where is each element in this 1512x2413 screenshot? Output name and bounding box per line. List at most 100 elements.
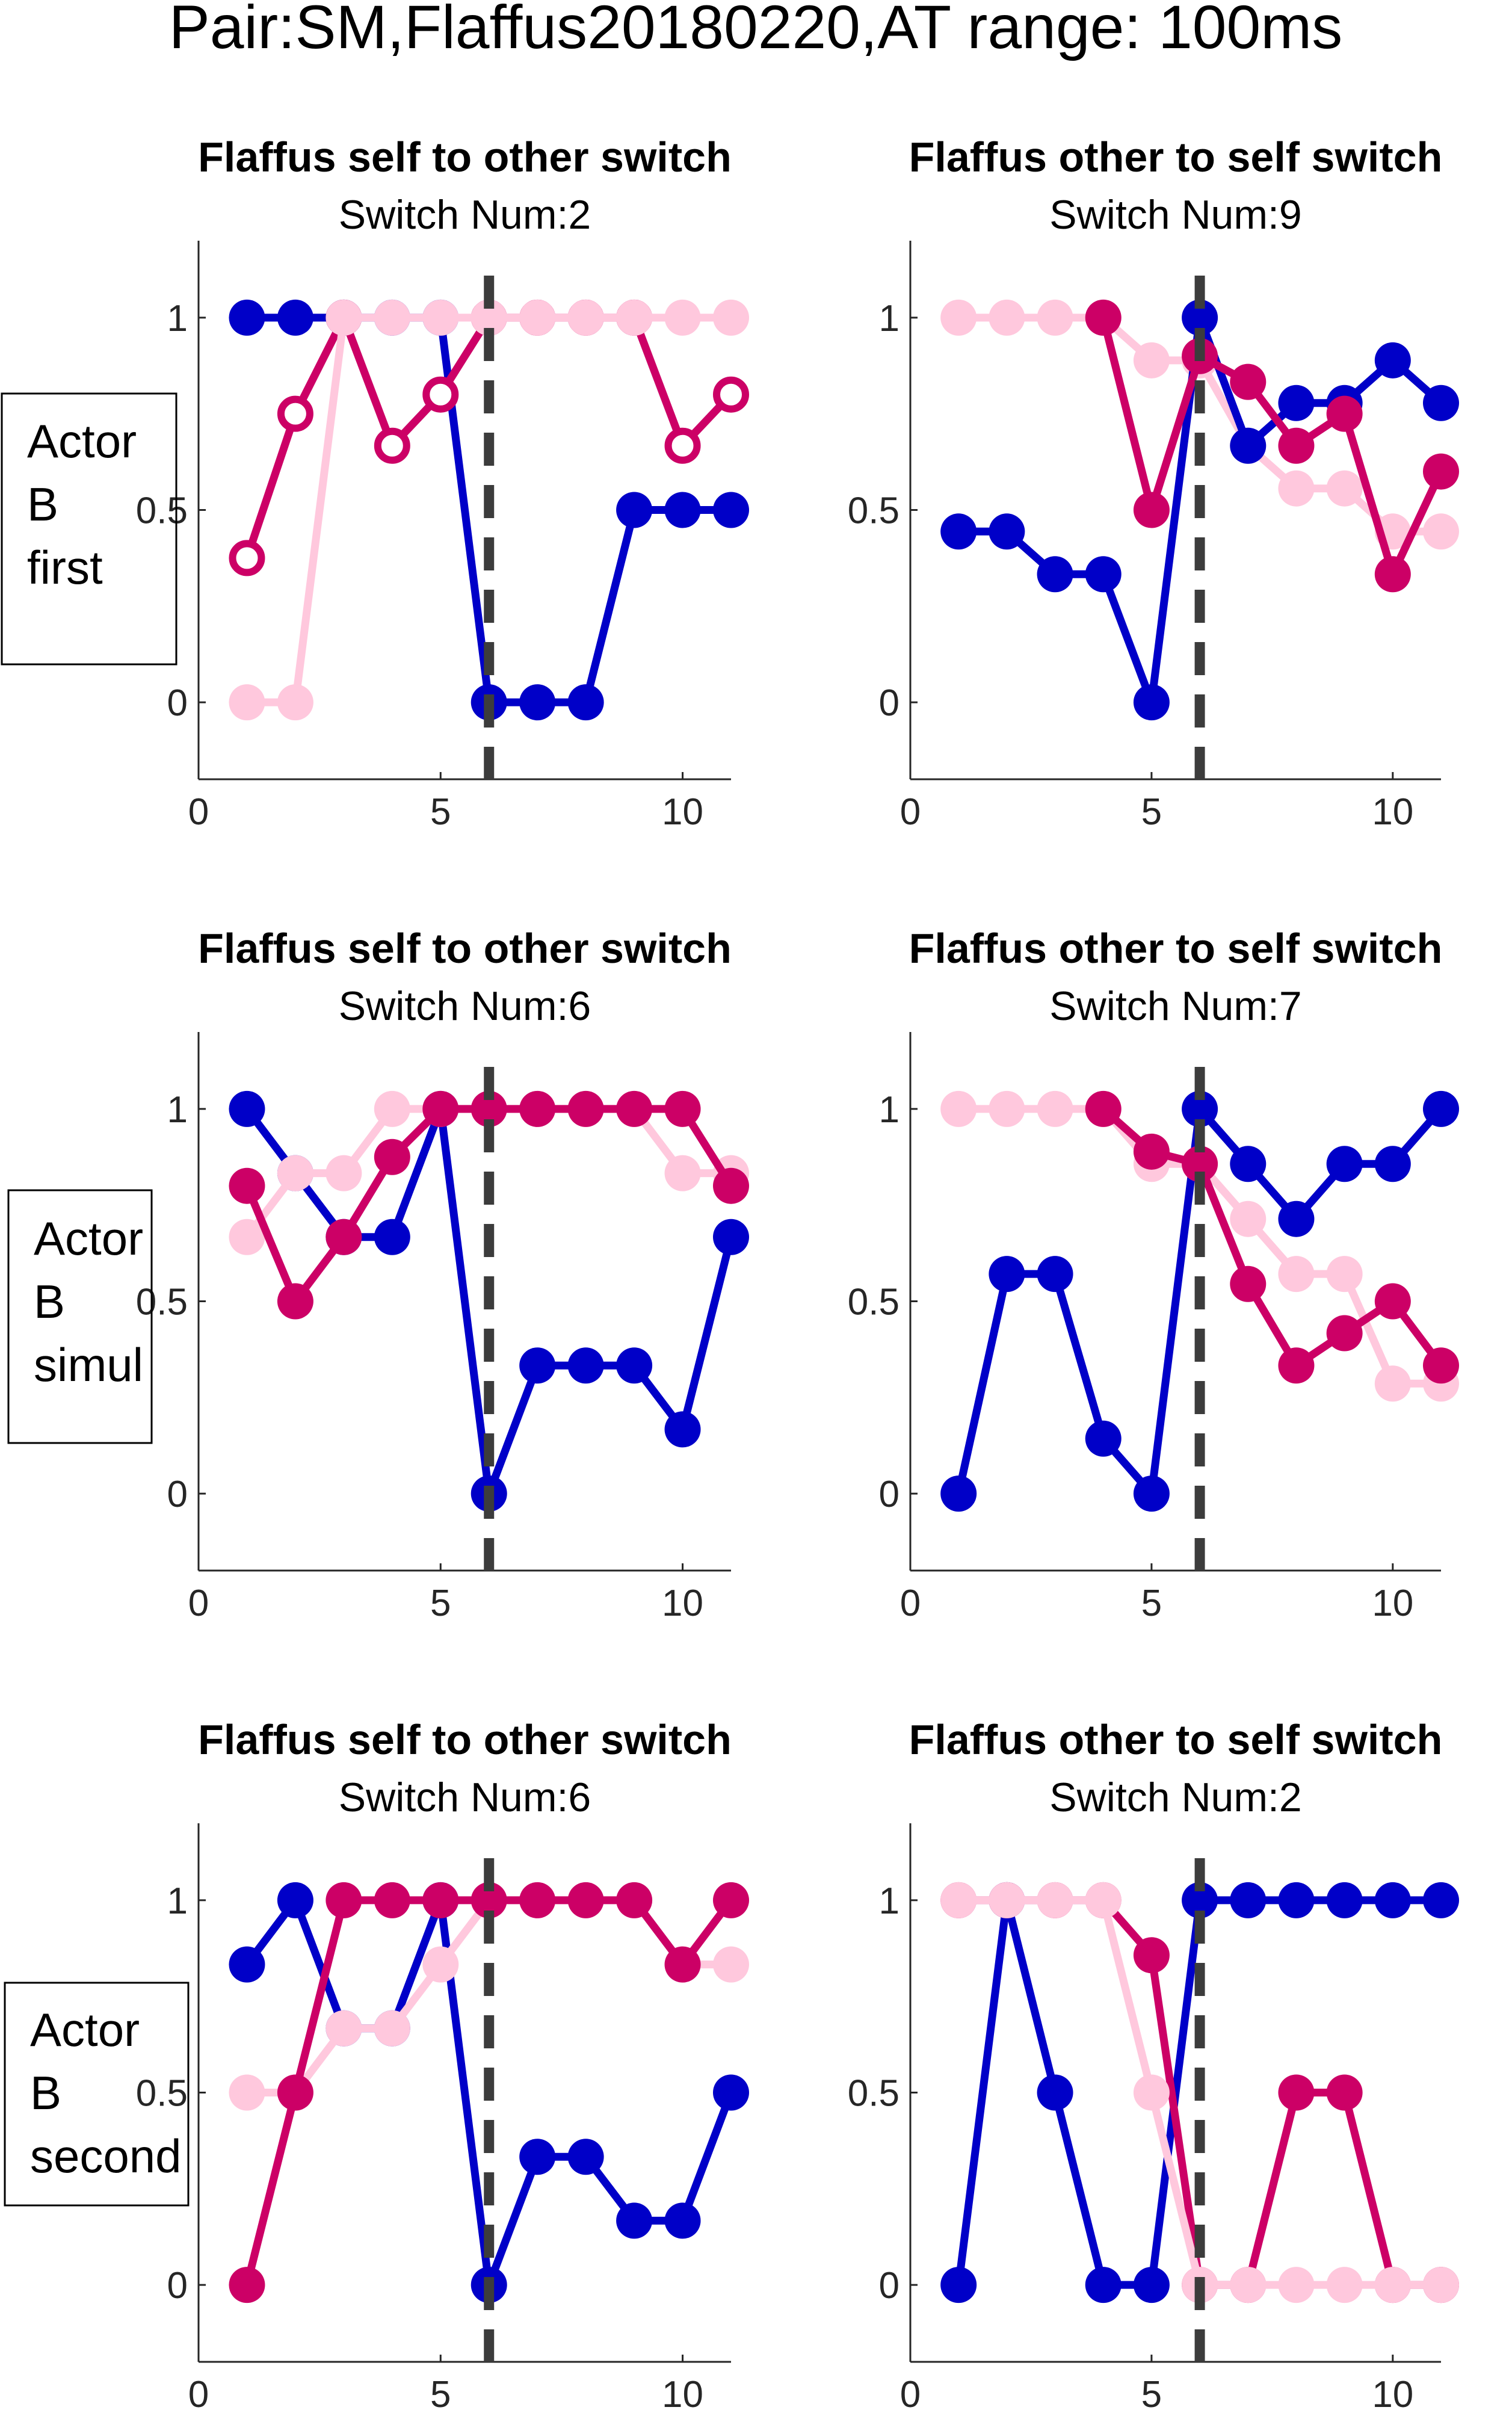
data-point [422,376,459,413]
data-point [229,299,265,336]
data-point [374,1219,410,1255]
data-point [664,427,701,464]
series-pink [229,299,749,721]
data-point [326,1155,362,1191]
panel-subtitle: Switch Num:2 [339,192,591,238]
data-point [567,1347,604,1384]
data-point [1133,2074,1170,2111]
data-point [616,299,653,336]
data-point [567,299,604,336]
data-point [1182,1882,1218,1918]
data-point [471,1882,507,1918]
y-tick-label: 0.5 [136,1282,188,1323]
data-point [940,1475,977,1512]
row-label-text: first [27,541,103,594]
data-point [1278,385,1315,421]
row-label-text: simul [34,1338,143,1391]
data-point [713,1219,749,1255]
data-point [1133,342,1170,378]
data-point [1278,2267,1315,2303]
data-point [616,1090,653,1127]
data-point [1423,453,1459,490]
panel-title: Flaffus other to self switch [909,925,1443,972]
data-point [1326,470,1363,507]
data-point [1326,2074,1363,2111]
row-label-box [7,1189,153,1444]
x-tick-label: 0 [188,791,209,833]
row-label-text: B [27,478,58,531]
data-point [989,1882,1025,1918]
data-point [519,684,556,721]
data-point [567,2139,604,2175]
data-point [1374,1146,1411,1182]
data-point [326,1882,362,1918]
data-point [1085,1090,1122,1127]
data-point [940,1882,977,1918]
panel-subtitle: Switch Num:2 [1049,1775,1301,1820]
data-point [567,1882,604,1918]
figure-title: Pair:SM,Flaffus20180220,AT range: 100ms [169,0,1342,61]
data-point [422,299,459,336]
data-point [616,1882,653,1918]
y-tick-label: 1 [167,1089,188,1131]
y-tick-label: 1 [879,1880,899,1922]
row-label-text: B [30,2066,61,2119]
row-label-box [1,392,177,666]
data-point [471,1090,507,1127]
data-point [713,1946,749,1983]
data-point [1037,2074,1073,2111]
data-point [519,1882,556,1918]
data-point [1133,684,1170,721]
x-tick-label: 0 [900,791,921,833]
data-point [471,299,507,336]
data-point [1085,299,1122,336]
data-point [1423,1347,1459,1384]
data-point [1230,2267,1267,2303]
data-point [229,1219,265,1255]
panel-subtitle: Switch Num:6 [339,983,591,1029]
data-point [374,427,410,464]
panel-5: Flaffus self to other switch Switch Num:6… [136,1716,749,2413]
data-point [277,684,313,721]
data-point [1374,1283,1411,1320]
data-point [1230,1265,1267,1302]
data-point [277,1283,313,1320]
data-point [989,299,1025,336]
data-point [940,299,977,336]
y-tick-label: 0.5 [136,490,188,532]
x-tick-label: 0 [900,1583,921,1624]
data-point [1085,2267,1122,2303]
data-point [713,299,749,336]
data-point [1326,2267,1363,2303]
row-label-text: Actor [27,415,137,468]
data-point [616,492,653,528]
panel-title: Flaffus self to other switch [198,925,732,972]
data-point [940,1090,977,1127]
data-point [1133,2267,1170,2303]
data-point [1278,1882,1315,1918]
panel-2: Flaffus other to self switch Switch Num:9… [848,134,1459,833]
data-point [989,513,1025,550]
data-point [1374,2267,1411,2303]
data-point [422,1946,459,1983]
data-point [277,395,313,432]
x-tick-label: 10 [662,2374,703,2413]
data-point [1423,2267,1459,2303]
data-point [1037,1882,1073,1918]
data-point [1278,427,1315,464]
data-point [422,1882,459,1918]
row-label-box [4,1982,190,2207]
data-point [1326,395,1363,432]
data-point [1326,1146,1363,1182]
data-point [519,299,556,336]
data-point [1085,556,1122,593]
data-point [616,2202,653,2239]
data-point [1326,1256,1363,1293]
y-tick-label: 0.5 [848,2073,899,2115]
data-point [374,2010,410,2047]
data-point [374,1090,410,1127]
y-tick-label: 0.5 [848,490,899,532]
panel-6: Flaffus other to self switch Switch Num:2… [848,1716,1459,2413]
data-point [567,684,604,721]
